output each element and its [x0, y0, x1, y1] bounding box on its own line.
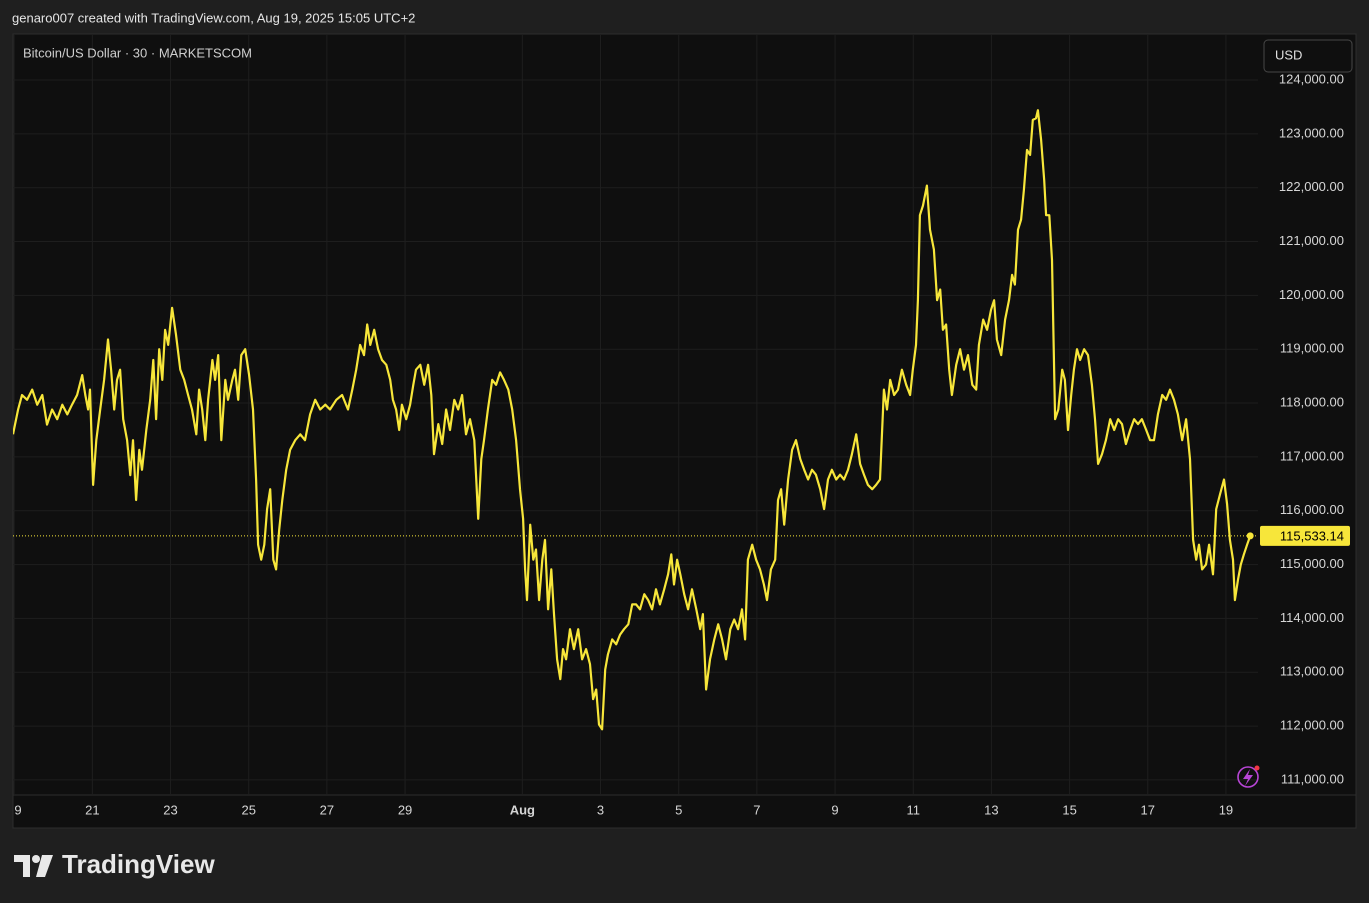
y-tick-label: 116,000.00 — [1280, 502, 1344, 517]
y-tick-label: 115,000.00 — [1280, 556, 1344, 571]
brand-name: TradingView — [62, 849, 215, 879]
y-tick-label: 120,000.00 — [1279, 287, 1344, 302]
y-tick-label: 111,000.00 — [1281, 771, 1344, 786]
legend-symbol: Bitcoin/US Dollar · 30 · MARKETSCOM — [23, 45, 252, 60]
last-price-label: 115,533.14 — [1280, 528, 1344, 543]
x-tick-label: 7 — [753, 802, 760, 817]
y-tick-label: 114,000.00 — [1280, 610, 1344, 625]
x-tick-label: 21 — [85, 802, 99, 817]
chart-pane — [12, 33, 1357, 829]
x-tick-label: 27 — [320, 802, 334, 817]
y-tick-label: 121,000.00 — [1279, 233, 1344, 248]
y-tick-label: 124,000.00 — [1279, 71, 1344, 86]
x-tick-label: 5 — [675, 802, 682, 817]
currency-button[interactable] — [1263, 39, 1353, 73]
y-tick-label: 113,000.00 — [1280, 664, 1344, 679]
y-tick-label: 123,000.00 — [1279, 125, 1344, 140]
axes: 111,000.00 112,000.00 113,000.00 114,000.00… — [14, 71, 1350, 817]
x-tick-label: 3 — [597, 802, 604, 817]
brand-logo — [14, 855, 53, 877]
x-tick-label: 19 — [1219, 802, 1233, 817]
x-tick-label: 9 — [14, 802, 21, 817]
y-tick-label: 112,000.00 — [1280, 718, 1344, 733]
y-tick-label: 119,000.00 — [1280, 341, 1344, 356]
currency-label[interactable]: USD — [1275, 47, 1302, 62]
plot-area — [13, 109, 1254, 731]
x-tick-label: 15 — [1062, 802, 1076, 817]
x-tick-label: 9 — [831, 802, 838, 817]
x-tick-label: 29 — [398, 802, 412, 817]
x-tick-label: 25 — [241, 802, 255, 817]
y-tick-label: 122,000.00 — [1279, 179, 1344, 194]
last-point — [1246, 532, 1254, 540]
snapshot-header: genaro007 created with TradingView.com, … — [12, 10, 415, 25]
x-tick-label: 13 — [984, 802, 998, 817]
y-tick-label: 117,000.00 — [1280, 448, 1344, 463]
grid — [13, 34, 1258, 795]
x-tick-label: Aug — [510, 802, 535, 817]
x-tick-label: 23 — [163, 802, 177, 817]
last-price-tag — [1260, 525, 1350, 546]
alert-icon[interactable] — [1237, 765, 1260, 788]
x-tick-label: 17 — [1141, 802, 1155, 817]
price-line — [13, 109, 1252, 731]
y-tick-label: 118,000.00 — [1280, 394, 1344, 409]
x-tick-label: 11 — [906, 802, 920, 817]
